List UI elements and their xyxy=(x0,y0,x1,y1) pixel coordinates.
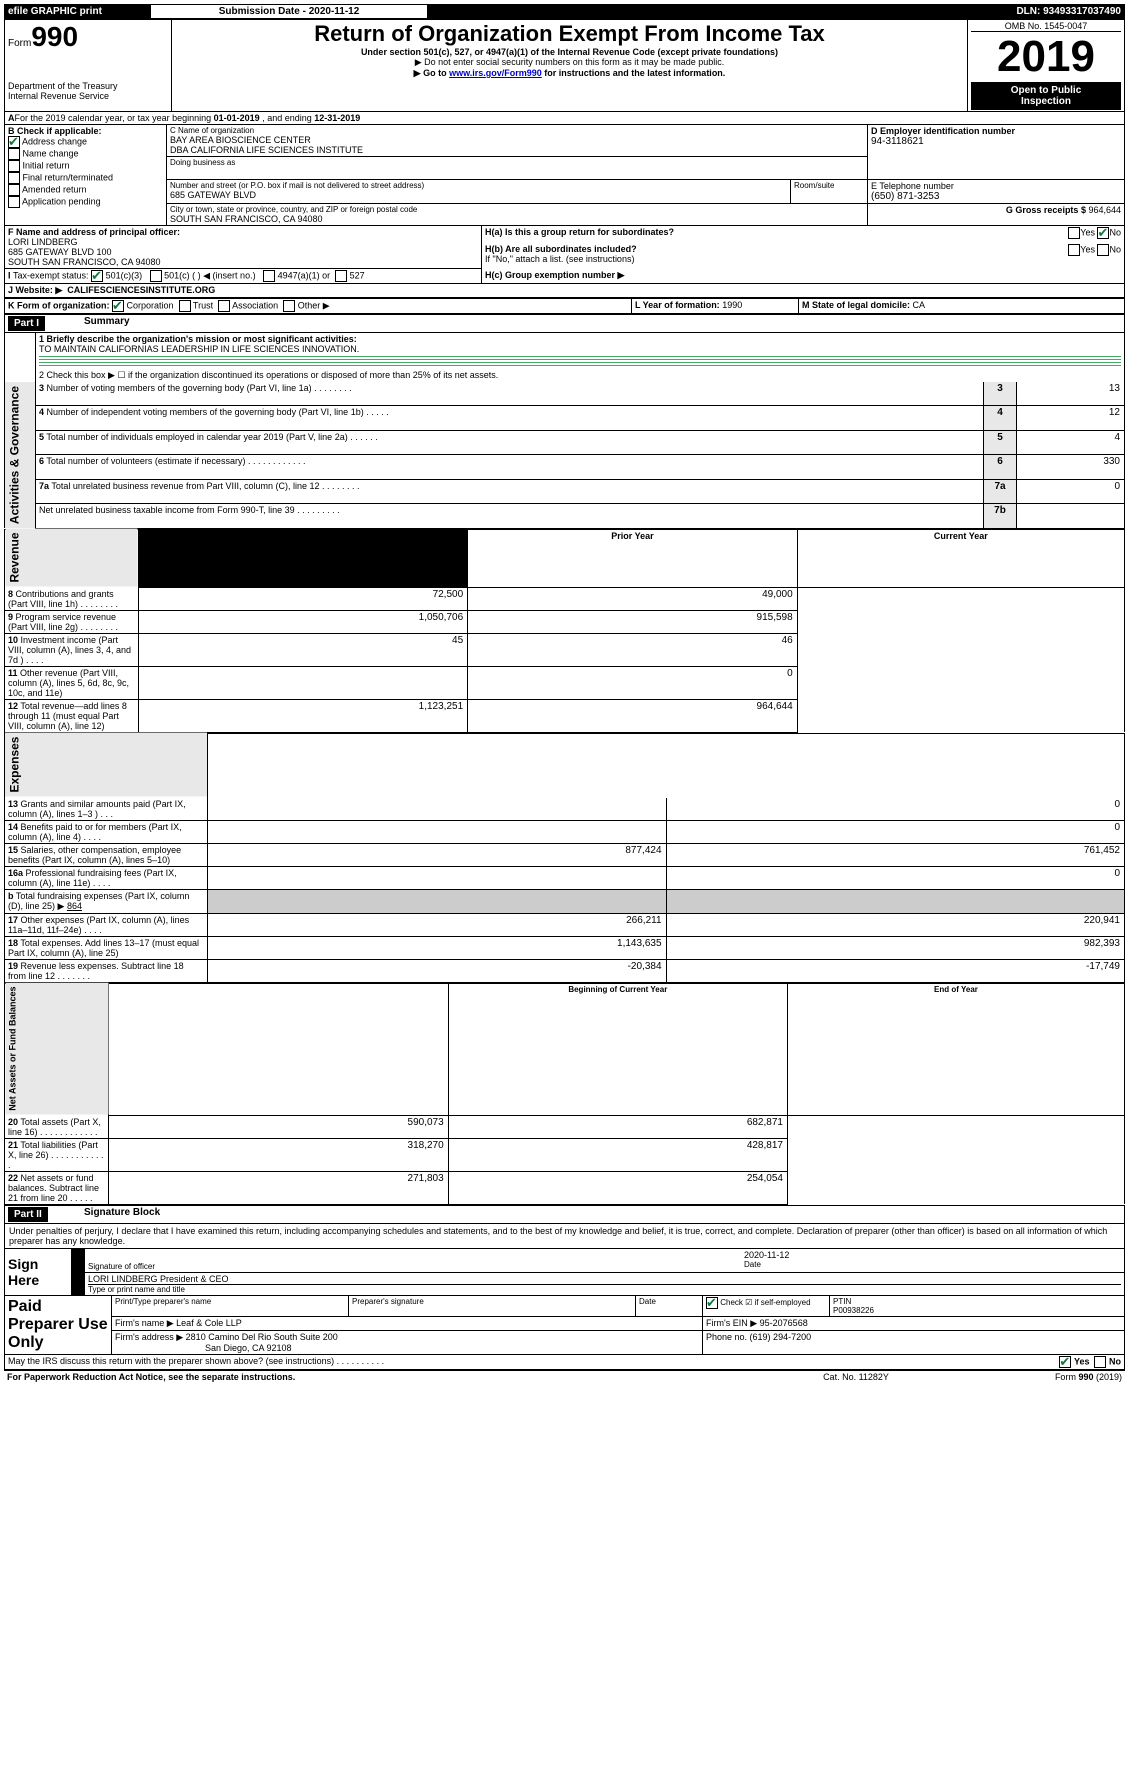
checkbox-amended[interactable] xyxy=(8,184,20,196)
tax-year: 2019 xyxy=(971,32,1121,82)
irs-link[interactable]: www.irs.gov/Form990 xyxy=(449,68,542,78)
checkbox-address-change[interactable] xyxy=(8,136,20,148)
checkbox-final[interactable] xyxy=(8,172,20,184)
checkbox-group-no[interactable] xyxy=(1097,227,1109,239)
signature-block: Sign Here Signature of officer 2020-11-1… xyxy=(4,1249,1125,1296)
checkbox-application[interactable] xyxy=(8,196,20,208)
ein: 94-3118621 xyxy=(871,136,1121,147)
checkbox-501c3[interactable] xyxy=(91,270,103,282)
checkbox-self-employed[interactable] xyxy=(706,1297,718,1309)
form-title: Return of Organization Exempt From Incom… xyxy=(175,21,964,47)
checkbox-initial[interactable] xyxy=(8,160,20,172)
checkbox-name-change[interactable] xyxy=(8,148,20,160)
identity-block: B Check if applicable: Address change Na… xyxy=(4,125,1125,226)
paid-preparer: Paid Preparer Use Only Print/Type prepar… xyxy=(4,1296,1125,1355)
website: CALIFESCIENCESINSTITUTE.ORG xyxy=(67,285,215,295)
phone: (650) 871-3253 xyxy=(871,191,1121,202)
efile-label: efile GRAPHIC print xyxy=(5,5,152,19)
top-bar: efile GRAPHIC print Submission Date - 20… xyxy=(4,4,1125,19)
form-header: Form990 Department of the Treasury Inter… xyxy=(4,19,1125,112)
checkbox-corp[interactable] xyxy=(112,300,124,312)
checkbox-discuss-yes[interactable] xyxy=(1059,1356,1071,1368)
